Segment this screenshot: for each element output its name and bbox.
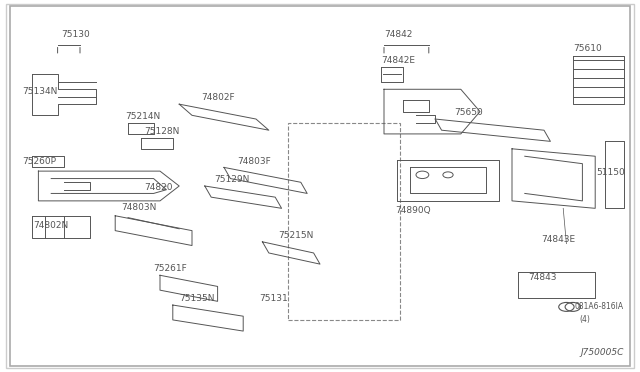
Text: 75260P: 75260P bbox=[22, 157, 56, 166]
Text: 74890Q: 74890Q bbox=[396, 206, 431, 215]
Text: 081A6-816IA: 081A6-816IA bbox=[575, 302, 624, 311]
Text: 74842E: 74842E bbox=[381, 56, 415, 65]
Text: 75134N: 75134N bbox=[22, 87, 58, 96]
Text: 75135N: 75135N bbox=[179, 294, 214, 303]
Text: (4): (4) bbox=[579, 315, 590, 324]
Text: 75131: 75131 bbox=[259, 294, 288, 303]
Text: 75129N: 75129N bbox=[214, 175, 250, 184]
Text: J750005C: J750005C bbox=[580, 348, 624, 357]
Text: 75214N: 75214N bbox=[125, 112, 160, 121]
Text: 74842: 74842 bbox=[384, 30, 412, 39]
Text: 74820: 74820 bbox=[144, 183, 173, 192]
Text: 74803F: 74803F bbox=[237, 157, 271, 166]
Text: 74843E: 74843E bbox=[541, 235, 575, 244]
Text: 74803N: 74803N bbox=[122, 203, 157, 212]
Text: 75261F: 75261F bbox=[154, 264, 188, 273]
Text: 74802F: 74802F bbox=[202, 93, 236, 102]
Text: 75215N: 75215N bbox=[278, 231, 314, 240]
FancyBboxPatch shape bbox=[6, 4, 634, 368]
Bar bbox=[288, 123, 400, 320]
Text: 74802N: 74802N bbox=[33, 221, 68, 230]
Text: 75128N: 75128N bbox=[144, 127, 179, 136]
Text: 75610: 75610 bbox=[573, 44, 602, 53]
Text: 74843: 74843 bbox=[528, 273, 557, 282]
Text: 51150: 51150 bbox=[596, 169, 625, 177]
Text: 75130: 75130 bbox=[61, 30, 90, 39]
Text: 75650: 75650 bbox=[454, 108, 483, 117]
